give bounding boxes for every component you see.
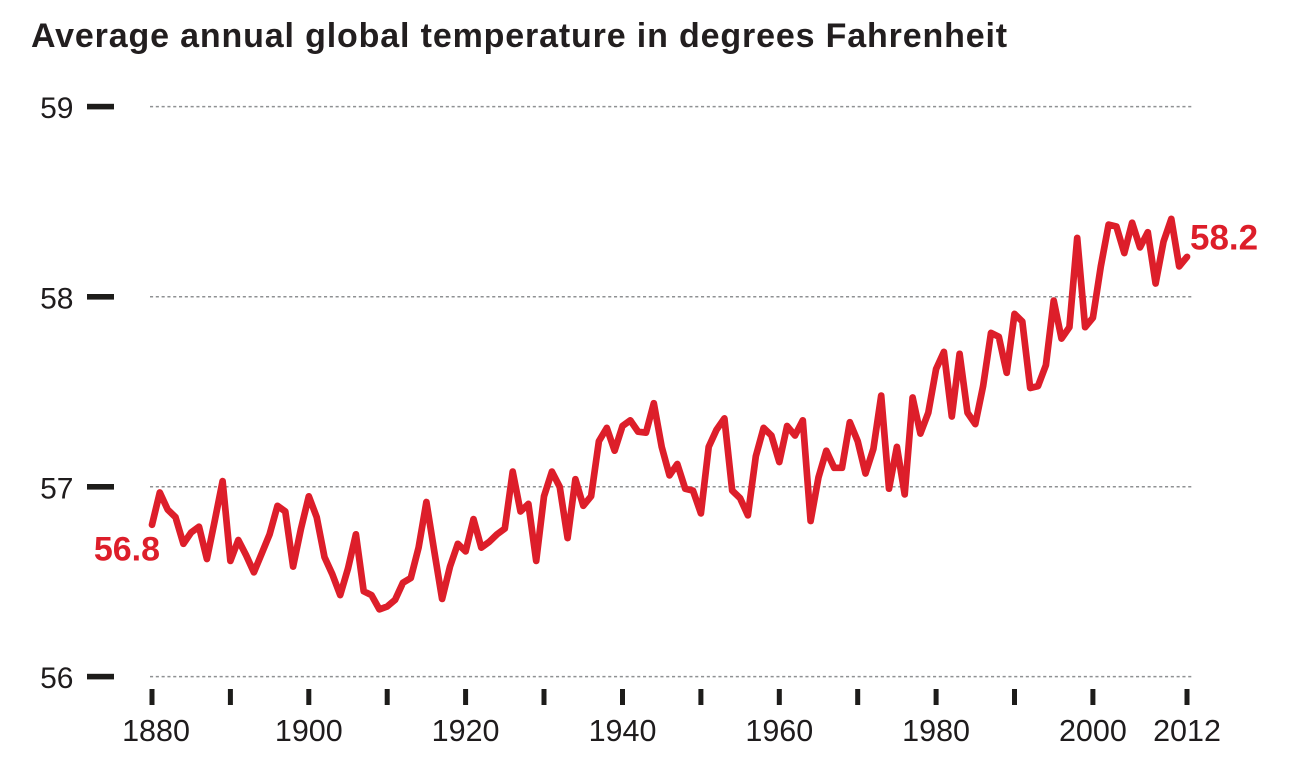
svg-text:1880: 1880 (122, 714, 190, 748)
svg-text:56: 56 (40, 662, 73, 695)
svg-text:58: 58 (40, 282, 73, 315)
svg-text:56.8: 56.8 (94, 531, 160, 569)
svg-text:1900: 1900 (275, 714, 343, 748)
svg-text:59: 59 (40, 92, 73, 125)
svg-text:1960: 1960 (745, 714, 813, 748)
svg-text:58.2: 58.2 (1190, 219, 1258, 258)
svg-text:2000: 2000 (1059, 714, 1127, 748)
svg-text:1920: 1920 (432, 714, 500, 748)
svg-text:1980: 1980 (902, 714, 970, 748)
svg-text:2012: 2012 (1153, 714, 1221, 748)
svg-text:57: 57 (40, 472, 73, 505)
svg-text:1940: 1940 (589, 714, 657, 748)
